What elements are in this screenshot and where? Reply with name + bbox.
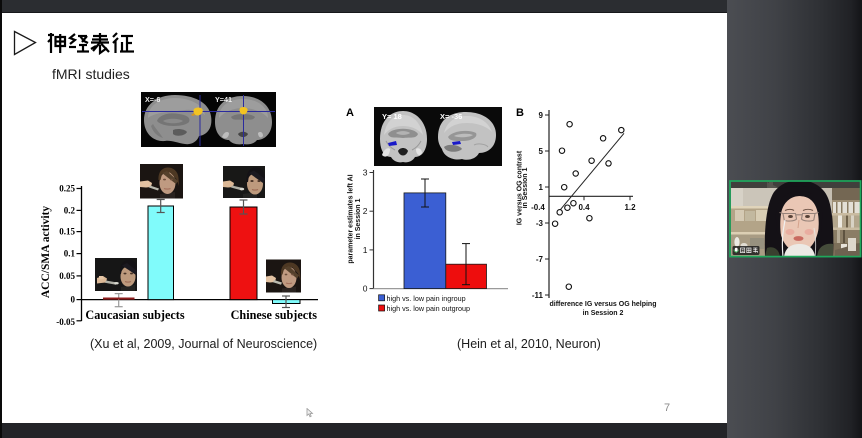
svg-text:IG versus OG contrast: IG versus OG contrast [517, 150, 524, 225]
svg-text:0: 0 [71, 295, 76, 305]
svg-text:0.05: 0.05 [59, 271, 75, 281]
svg-text:-0.05: -0.05 [56, 317, 75, 327]
svg-text:9: 9 [539, 111, 544, 120]
svg-text:0.1: 0.1 [64, 249, 76, 259]
svg-text:-0.4: -0.4 [531, 203, 545, 212]
svg-text:Y= 18: Y= 18 [382, 112, 402, 121]
svg-text:1: 1 [539, 183, 544, 192]
svg-text:in Session 1: in Session 1 [522, 167, 529, 208]
svg-text:Chinese subjects: Chinese subjects [231, 308, 318, 322]
svg-text:0.2: 0.2 [64, 205, 76, 215]
svg-text:-3: -3 [536, 219, 544, 228]
svg-text:in Session 1: in Session 1 [355, 198, 362, 239]
svg-text:3: 3 [363, 168, 368, 178]
svg-text:0.25: 0.25 [59, 184, 75, 194]
svg-text:parameter estimates left AI: parameter estimates left AI [348, 174, 355, 263]
svg-text:0: 0 [363, 284, 368, 294]
svg-text:in Session 2: in Session 2 [583, 310, 624, 317]
svg-text:difference IG versus OG helpin: difference IG versus OG helping [550, 301, 657, 308]
svg-text:high vs. low pain ingroup: high vs. low pain ingroup [387, 294, 466, 303]
svg-text:Caucasian subjects: Caucasian subjects [85, 308, 184, 322]
svg-text:1.2: 1.2 [624, 203, 636, 212]
svg-text:2: 2 [363, 206, 368, 216]
svg-text:ACC/SMA activity: ACC/SMA activity [40, 206, 52, 299]
svg-text:0.4: 0.4 [578, 203, 590, 212]
svg-text:1: 1 [363, 245, 368, 255]
svg-text:X= -36: X= -36 [440, 112, 462, 121]
svg-text:high vs. low pain outgroup: high vs. low pain outgroup [387, 304, 471, 313]
svg-text:5: 5 [539, 147, 544, 156]
svg-text:X=-6: X=-6 [145, 95, 160, 104]
svg-text:0.15: 0.15 [59, 227, 75, 237]
svg-text:-11: -11 [532, 291, 544, 300]
svg-text:Y=41: Y=41 [215, 95, 232, 104]
svg-text:-7: -7 [536, 255, 544, 264]
